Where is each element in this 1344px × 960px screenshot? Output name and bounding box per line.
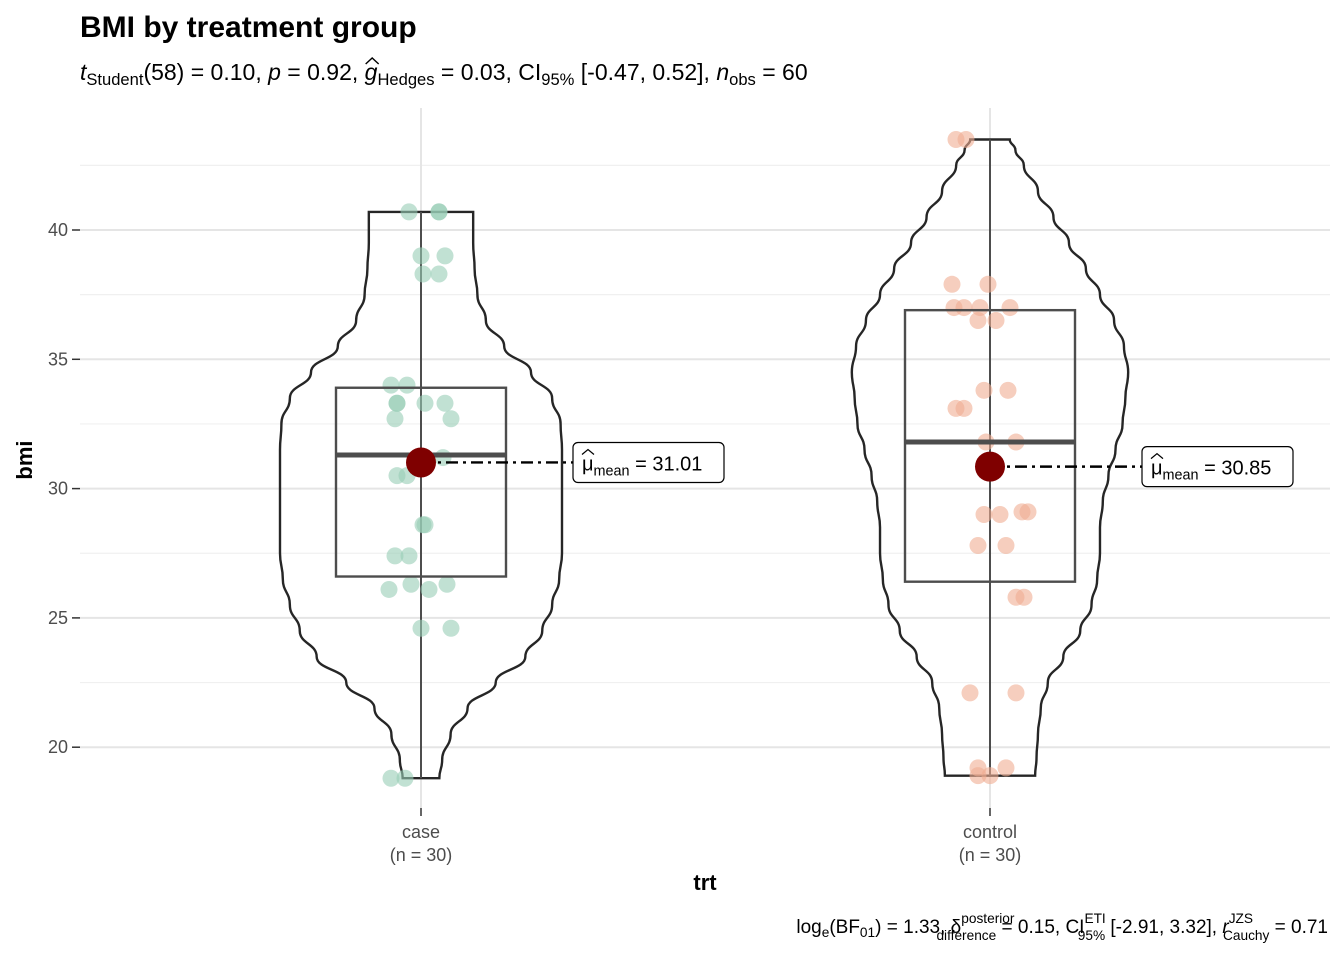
data-point — [971, 299, 989, 317]
data-point — [436, 394, 454, 412]
y-tick-label: 40 — [48, 220, 68, 240]
data-point — [436, 247, 454, 265]
x-tick-label: control — [963, 822, 1017, 842]
mu-hat — [1150, 452, 1164, 460]
data-point — [997, 759, 1015, 777]
data-point — [386, 410, 404, 428]
data-point — [412, 619, 430, 637]
mean-point-case — [406, 447, 436, 478]
data-point — [416, 516, 434, 534]
data-point — [987, 312, 1005, 330]
y-axis-title: bmi — [12, 440, 37, 479]
data-point — [414, 265, 432, 283]
x-axis-title: trt — [693, 870, 717, 895]
plot-groups: μmean = 31.01 μmean = 30.85 — [278, 130, 1294, 787]
data-point — [430, 203, 448, 221]
y-tick-label: 30 — [48, 479, 68, 499]
x-tick-label: case — [402, 822, 440, 842]
data-point — [416, 394, 434, 412]
data-point — [430, 265, 448, 283]
y-tick-label: 20 — [48, 737, 68, 757]
data-point — [955, 399, 973, 417]
box-case — [334, 386, 508, 578]
x-tick-count: (n = 30) — [959, 845, 1022, 865]
data-point — [1007, 684, 1025, 702]
chart-subtitle: tStudent(58) = 0.10, p = 0.92, gHedges =… — [80, 59, 808, 89]
data-point — [979, 275, 997, 293]
data-point — [969, 312, 987, 330]
data-point — [1019, 503, 1037, 521]
data-point — [969, 759, 987, 777]
data-point — [382, 376, 400, 394]
y-axis-ticks: 20 25 30 35 40 — [48, 220, 80, 757]
data-point — [386, 547, 404, 565]
mean-label-control: μmean = 30.85 — [1151, 458, 1271, 484]
mean-label-box — [1141, 446, 1294, 488]
data-point — [442, 619, 460, 637]
data-point — [380, 580, 398, 598]
data-point — [991, 505, 1009, 523]
chart-caption: loge(BF01) = 1.33, δposterior difference … — [796, 911, 1328, 943]
group-case: μmean = 31.01 — [278, 203, 725, 787]
chart-title: BMI by treatment group — [80, 11, 417, 44]
data-point — [997, 536, 1015, 554]
data-point — [388, 394, 406, 412]
g-hat: g — [365, 59, 378, 85]
data-point — [420, 580, 438, 598]
violin-case — [278, 210, 564, 780]
data-point — [975, 505, 993, 523]
data-point — [382, 769, 400, 787]
data-point — [975, 381, 993, 399]
data-point — [400, 547, 418, 565]
data-point — [961, 684, 979, 702]
data-point — [955, 299, 973, 317]
data-point — [396, 769, 414, 787]
mean-point-control — [975, 451, 1005, 482]
mu-hat — [581, 448, 595, 455]
data-point — [402, 575, 420, 593]
x-tick-count: (n = 30) — [390, 845, 453, 865]
data-point — [442, 410, 460, 428]
x-axis-ticks: case (n = 30) control (n = 30) — [390, 808, 1022, 865]
mean-label-box — [572, 441, 725, 484]
data-point — [412, 247, 430, 265]
data-point — [1015, 588, 1033, 606]
data-point — [438, 575, 456, 593]
g-hat-mark — [365, 57, 380, 65]
data-point — [398, 376, 416, 394]
data-point — [400, 203, 418, 221]
data-point — [981, 767, 999, 785]
data-point — [969, 536, 987, 554]
group-control: μmean = 30.85 — [850, 130, 1294, 785]
mean-label-case: μmean = 31.01 — [582, 453, 702, 479]
data-point — [999, 381, 1017, 399]
data-point — [943, 275, 961, 293]
y-tick-label: 25 — [48, 608, 68, 628]
y-tick-label: 35 — [48, 349, 68, 369]
data-point — [957, 130, 975, 148]
box-control — [903, 308, 1077, 583]
data-point — [1001, 299, 1019, 317]
